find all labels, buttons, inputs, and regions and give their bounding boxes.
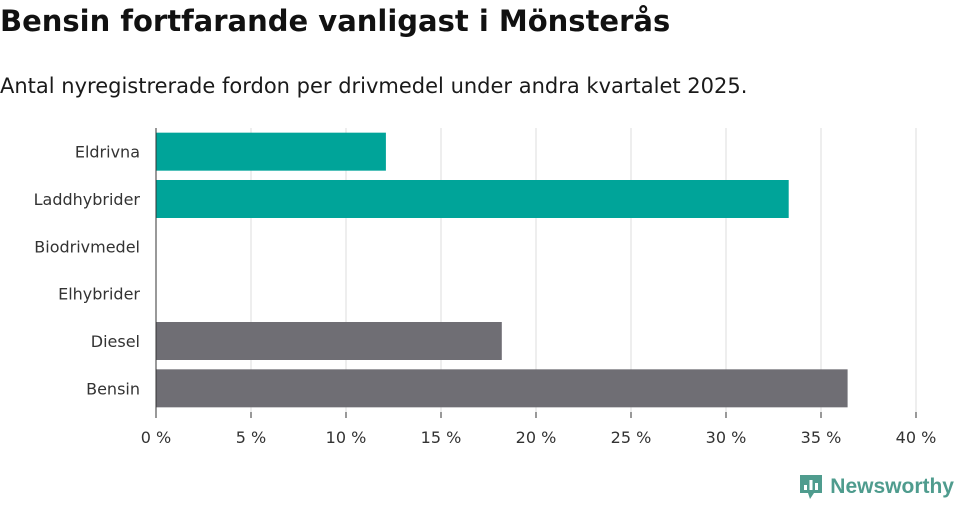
- bar: [156, 369, 848, 408]
- x-tick-label: 10 %: [326, 428, 367, 447]
- newsworthy-brand: Newsworthy: [798, 473, 954, 501]
- x-tick-label: 5 %: [236, 428, 266, 447]
- category-label: Elhybrider: [58, 285, 140, 304]
- grid-lines: [250, 128, 917, 412]
- chart-subtitle: Antal nyregistrerade fordon per drivmede…: [0, 74, 748, 98]
- category-label: Diesel: [91, 332, 140, 351]
- chart-title: Bensin fortfarande vanligast i Mönsterås: [0, 4, 671, 38]
- bar: [156, 132, 386, 171]
- category-label: Eldrivna: [75, 143, 140, 162]
- bar: [156, 180, 789, 218]
- x-tick-label: 30 %: [706, 428, 747, 447]
- x-tick-label: 40 %: [896, 428, 937, 447]
- category-label: Laddhybrider: [34, 190, 141, 209]
- bar-chart: 0 % 5 % 10 % 15 % 20 % 25 % 30 % 35 % 40 % Eldri…: [34, 128, 937, 447]
- x-tick-label: 15 %: [421, 428, 462, 447]
- category-labels: Eldrivna Laddhybrider Biodrivmedel Elhybrid…: [34, 143, 141, 399]
- x-tick-label: 20 %: [516, 428, 557, 447]
- bar: [156, 322, 502, 360]
- bar-chart-logo-icon: [800, 475, 823, 499]
- category-label: Bensin: [86, 379, 140, 398]
- x-tick-label: 0 %: [141, 428, 171, 447]
- bars: [156, 132, 848, 408]
- x-tick-label: 35 %: [801, 428, 842, 447]
- x-axis: 0 % 5 % 10 % 15 % 20 % 25 % 30 % 35 % 40 %: [141, 128, 937, 447]
- category-label: Biodrivmedel: [34, 237, 140, 256]
- x-tick-label: 25 %: [611, 428, 652, 447]
- brand-name: Newsworthy: [830, 475, 954, 498]
